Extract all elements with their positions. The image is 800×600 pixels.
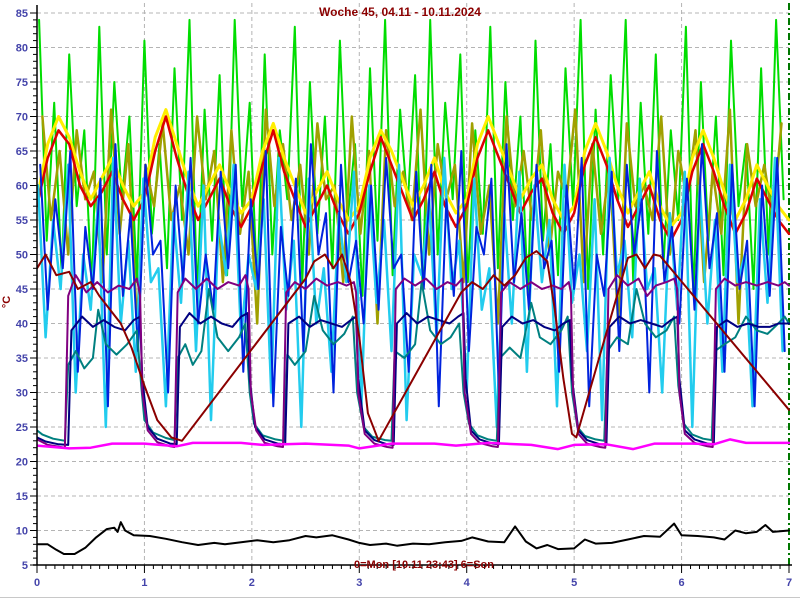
y-tick-label: 20 bbox=[16, 457, 28, 469]
gridlines bbox=[37, 3, 790, 565]
series-blue-spiky bbox=[39, 143, 786, 408]
y-tick-label: 50 bbox=[16, 250, 28, 262]
x-tick-label: 4 bbox=[464, 577, 471, 589]
x-tick-label: 0 bbox=[34, 577, 40, 589]
y-tick-label: 70 bbox=[16, 112, 28, 124]
y-tick-label: 55 bbox=[16, 215, 28, 227]
series-green-boiler-cycling bbox=[38, 18, 785, 297]
x-tick-label: 7 bbox=[786, 577, 792, 589]
series-yellow-smooth-band bbox=[37, 108, 790, 229]
y-tick-label: 80 bbox=[16, 43, 28, 55]
y-tick-label: 30 bbox=[16, 388, 28, 400]
y-tick-label: 10 bbox=[16, 526, 28, 538]
series-magenta-room-temp bbox=[37, 438, 790, 451]
y-tick-label: 15 bbox=[16, 491, 28, 503]
window-bottom-divider bbox=[0, 597, 800, 598]
data-series bbox=[37, 18, 790, 555]
y-tick-label: 65 bbox=[16, 146, 28, 158]
x-tick-label: 3 bbox=[356, 577, 362, 589]
x-tick-label: 6 bbox=[679, 577, 685, 589]
y-tick-label: 85 bbox=[16, 8, 28, 20]
y-tick-label: 5 bbox=[22, 560, 28, 572]
y-tick-label: 40 bbox=[16, 319, 28, 331]
series-teal-daily-plateau bbox=[37, 281, 790, 442]
y-tick-label: 35 bbox=[16, 353, 28, 365]
series-maroon-ramp bbox=[37, 250, 790, 442]
y-tick-label: 45 bbox=[16, 284, 28, 296]
x-tick-label: 1 bbox=[141, 577, 147, 589]
chart-title: Woche 45, 04.11 - 10.11.2024 bbox=[319, 5, 481, 19]
series-black-outdoor-temp bbox=[37, 521, 790, 555]
series-red-flow-temp bbox=[37, 115, 790, 242]
x-tick-label: 2 bbox=[249, 577, 255, 589]
y-axis-unit-label: °C bbox=[1, 295, 13, 309]
x-tick-label: 5 bbox=[571, 577, 577, 589]
y-tick-label: 60 bbox=[16, 181, 28, 193]
y-tick-label: 25 bbox=[16, 422, 28, 434]
series-navy-daily-plateau bbox=[37, 312, 790, 446]
y-tick-label: 75 bbox=[16, 77, 28, 89]
x-axis-caption: 0=Mon [10.11 23:43] 6=Son bbox=[353, 559, 495, 571]
